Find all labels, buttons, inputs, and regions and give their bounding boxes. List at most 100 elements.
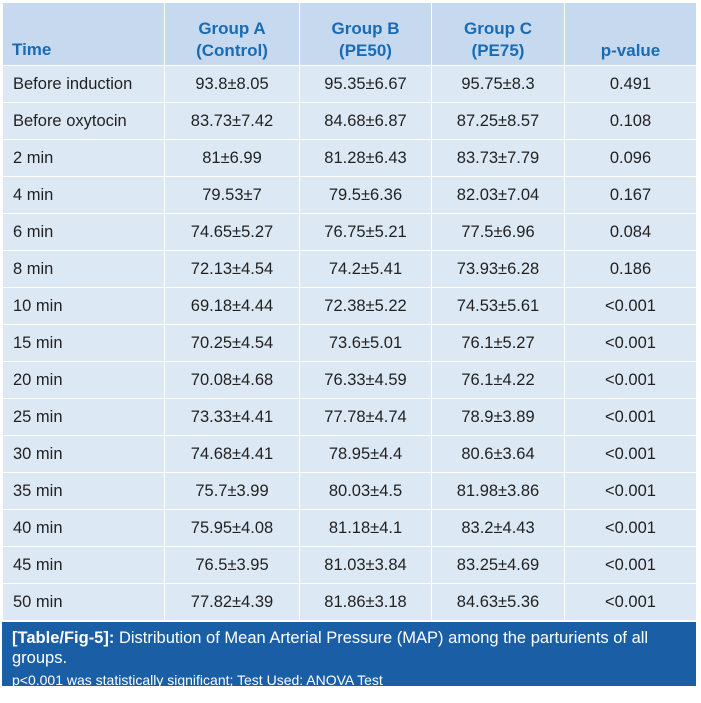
cell-group-a: 75.7±3.99 bbox=[164, 472, 300, 510]
cell-group-c: 78.9±3.89 bbox=[431, 398, 565, 436]
cell-p-value: <0.001 bbox=[564, 287, 697, 325]
cell-p-value: <0.001 bbox=[564, 509, 697, 547]
cell-group-b: 95.35±6.67 bbox=[299, 65, 432, 103]
cell-time: 2 min bbox=[2, 139, 165, 177]
cell-p-value: <0.001 bbox=[564, 398, 697, 436]
cell-group-a: 83.73±7.42 bbox=[164, 102, 300, 140]
cell-p-value: 0.491 bbox=[564, 65, 697, 103]
cell-time: 4 min bbox=[2, 176, 165, 214]
table-row: 50 min 77.82±4.39 81.86±3.18 84.63±5.36 <0.0… bbox=[2, 583, 697, 621]
table-caption: [Table/Fig-5]: Distribution of Mean Arte… bbox=[2, 622, 696, 688]
table-row: 40 min 75.95±4.08 81.18±4.1 83.2±4.43 <0.001 bbox=[2, 509, 697, 547]
header-p-value: p-value bbox=[564, 2, 697, 66]
table-row: 35 min 75.7±3.99 80.03±4.5 81.98±3.86 <0.001 bbox=[2, 472, 697, 510]
cell-group-b: 77.78±4.74 bbox=[299, 398, 432, 436]
cell-p-value: <0.001 bbox=[564, 435, 697, 473]
cell-group-c: 74.53±5.61 bbox=[431, 287, 565, 325]
cell-time: 30 min bbox=[2, 435, 165, 473]
cell-p-value: 0.108 bbox=[564, 102, 697, 140]
cell-group-a: 70.25±4.54 bbox=[164, 324, 300, 362]
header-group-a: Group A (Control) bbox=[164, 2, 300, 66]
cell-time: 10 min bbox=[2, 287, 165, 325]
cell-group-b: 79.5±6.36 bbox=[299, 176, 432, 214]
table-row: 20 min 70.08±4.68 76.33±4.59 76.1±4.22 <0.00… bbox=[2, 361, 697, 399]
header-group-b: Group B (PE50) bbox=[299, 2, 432, 66]
cell-group-c: 76.1±4.22 bbox=[431, 361, 565, 399]
cell-group-c: 73.93±6.28 bbox=[431, 250, 565, 288]
cell-p-value: <0.001 bbox=[564, 546, 697, 584]
cell-group-a: 81±6.99 bbox=[164, 139, 300, 177]
cell-group-c: 83.2±4.43 bbox=[431, 509, 565, 547]
table-row: Before oxytocin 83.73±7.42 84.68±6.87 87.25… bbox=[2, 102, 697, 140]
cell-group-b: 76.33±4.59 bbox=[299, 361, 432, 399]
cell-group-b: 81.03±3.84 bbox=[299, 546, 432, 584]
cell-group-a: 77.82±4.39 bbox=[164, 583, 300, 621]
cell-time: 6 min bbox=[2, 213, 165, 251]
cell-p-value: 0.186 bbox=[564, 250, 697, 288]
cell-p-value: <0.001 bbox=[564, 583, 697, 621]
cell-group-a: 93.8±8.05 bbox=[164, 65, 300, 103]
table-row: 30 min 74.68±4.41 78.95±4.4 80.6±3.64 <0.001 bbox=[2, 435, 697, 473]
cell-group-a: 74.65±5.27 bbox=[164, 213, 300, 251]
caption-body: Distribution of Mean Arterial Pressure (… bbox=[12, 629, 649, 667]
cell-group-a: 79.53±7 bbox=[164, 176, 300, 214]
cell-group-b: 76.75±5.21 bbox=[299, 213, 432, 251]
caption-label: [Table/Fig-5]: bbox=[12, 629, 115, 647]
cell-p-value: <0.001 bbox=[564, 361, 697, 399]
cell-p-value: 0.167 bbox=[564, 176, 697, 214]
cell-group-b: 73.6±5.01 bbox=[299, 324, 432, 362]
cell-group-c: 77.5±6.96 bbox=[431, 213, 565, 251]
cell-group-c: 82.03±7.04 bbox=[431, 176, 565, 214]
cell-group-c: 80.6±3.64 bbox=[431, 435, 565, 473]
cell-group-c: 95.75±8.3 bbox=[431, 65, 565, 103]
cell-group-c: 83.25±4.69 bbox=[431, 546, 565, 584]
table-row: 10 min 69.18±4.44 72.38±5.22 74.53±5.61 <0.0… bbox=[2, 287, 697, 325]
cell-time: 8 min bbox=[2, 250, 165, 288]
table-row: 4 min 79.53±7 79.5±6.36 82.03±7.04 0.167 bbox=[2, 176, 697, 214]
cell-time: 50 min bbox=[2, 583, 165, 621]
table-row: 2 min 81±6.99 81.28±6.43 83.73±7.79 0.096 bbox=[2, 139, 697, 177]
cell-group-a: 69.18±4.44 bbox=[164, 287, 300, 325]
cell-group-a: 70.08±4.68 bbox=[164, 361, 300, 399]
cell-group-b: 80.03±4.5 bbox=[299, 472, 432, 510]
cell-group-b: 81.28±6.43 bbox=[299, 139, 432, 177]
cell-group-c: 87.25±8.57 bbox=[431, 102, 565, 140]
cell-group-c: 83.73±7.79 bbox=[431, 139, 565, 177]
cell-group-c: 76.1±5.27 bbox=[431, 324, 565, 362]
cell-group-a: 74.68±4.41 bbox=[164, 435, 300, 473]
cell-group-b: 84.68±6.87 bbox=[299, 102, 432, 140]
cell-group-b: 81.18±4.1 bbox=[299, 509, 432, 547]
table-row: Before induction 93.8±8.05 95.35±6.67 95.75… bbox=[2, 65, 697, 103]
cell-group-a: 75.95±4.08 bbox=[164, 509, 300, 547]
caption-note: p<0.001 was statistically significant; T… bbox=[12, 672, 383, 688]
cell-group-c: 84.63±5.36 bbox=[431, 583, 565, 621]
header-time: Time bbox=[2, 2, 165, 66]
cell-p-value: <0.001 bbox=[564, 324, 697, 362]
cell-group-b: 72.38±5.22 bbox=[299, 287, 432, 325]
cell-group-b: 81.86±3.18 bbox=[299, 583, 432, 621]
cell-group-a: 73.33±4.41 bbox=[164, 398, 300, 436]
cell-time: 35 min bbox=[2, 472, 165, 510]
cell-time: 20 min bbox=[2, 361, 165, 399]
cell-time: 45 min bbox=[2, 546, 165, 584]
cell-time: 40 min bbox=[2, 509, 165, 547]
table-row: 8 min 72.13±4.54 74.2±5.41 73.93±6.28 0.186 bbox=[2, 250, 697, 288]
cell-p-value: 0.084 bbox=[564, 213, 697, 251]
header-group-c: Group C (PE75) bbox=[431, 2, 565, 66]
cell-time: Before induction bbox=[2, 65, 165, 103]
header-row: Time Group A (Control) Group B (PE50) Gr… bbox=[2, 2, 697, 66]
cell-time: 25 min bbox=[2, 398, 165, 436]
table-row: 6 min 74.65±5.27 76.75±5.21 77.5±6.96 0.084 bbox=[2, 213, 697, 251]
cell-time: Before oxytocin bbox=[2, 102, 165, 140]
caption-text: [Table/Fig-5]: Distribution of Mean Arte… bbox=[12, 628, 686, 668]
cell-time: 15 min bbox=[2, 324, 165, 362]
table-row: 15 min 70.25±4.54 73.6±5.01 76.1±5.27 <0.001 bbox=[2, 324, 697, 362]
table-row: 45 min 76.5±3.95 81.03±3.84 83.25±4.69 <0.00… bbox=[2, 546, 697, 584]
cell-group-a: 72.13±4.54 bbox=[164, 250, 300, 288]
table-row: 25 min 73.33±4.41 77.78±4.74 78.9±3.89 <0.00… bbox=[2, 398, 697, 436]
data-table: Time Group A (Control) Group B (PE50) Gr… bbox=[2, 2, 697, 621]
cell-group-b: 78.95±4.4 bbox=[299, 435, 432, 473]
cell-group-c: 81.98±3.86 bbox=[431, 472, 565, 510]
table-figure: Time Group A (Control) Group B (PE50) Gr… bbox=[2, 2, 697, 688]
cell-p-value: <0.001 bbox=[564, 472, 697, 510]
